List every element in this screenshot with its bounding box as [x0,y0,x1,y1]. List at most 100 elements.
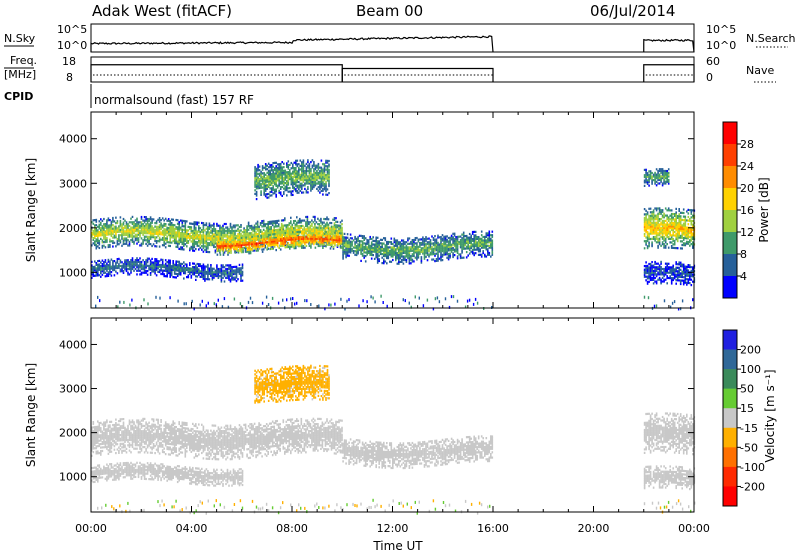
heatmap-cell [328,163,330,166]
heatmap-cell [283,180,285,183]
heatmap-cell [189,262,191,265]
heatmap-cell [139,233,141,236]
heatmap-cell [113,220,116,223]
heatmap-cell [151,218,153,221]
heatmap-cell [304,182,306,185]
heatmap-cell [92,219,95,222]
heatmap-cell [234,244,237,247]
heatmap-cell [398,251,400,255]
heatmap-cell [437,250,439,253]
heatmap-cell [140,221,143,224]
heatmap-cell [297,234,300,237]
heatmap-cell [429,253,432,256]
heatmap-cell [158,227,161,230]
heatmap-cell [320,241,323,244]
heatmap-cell [252,237,255,240]
heatmap-cell [247,221,250,224]
heatmap-cell [290,236,293,239]
heatmap-cell [298,166,300,169]
heatmap-cell [341,234,344,237]
heatmap-cell [393,253,396,256]
heatmap-cell [136,233,138,236]
heatmap-cell [321,230,324,233]
heatmap-cell [139,230,141,233]
heatmap-cell [204,248,206,252]
heatmap-cell [446,251,448,254]
heatmap-cell [107,260,110,263]
heatmap-cell [184,230,187,233]
heatmap-cell [202,268,205,271]
heatmap-cell [305,239,308,242]
heatmap-cell [275,175,277,179]
heatmap-cell [133,266,135,269]
heatmap-cell [411,255,414,258]
heatmap-cell [477,246,480,249]
heatmap-cell [97,231,99,234]
heatmap-cell [305,232,308,235]
heatmap-cell [227,250,229,253]
heatmap-cell [252,226,254,229]
heatmap-cell [267,244,270,247]
heatmap-cell [196,242,199,246]
heatmap-cell [229,264,232,267]
heatmap-cell [190,222,193,225]
heatmap-cell [334,244,336,247]
heatmap-cell [416,249,418,252]
heatmap-cell [179,269,182,272]
heatmap-cell [670,216,673,219]
heatmap-cell [306,235,309,238]
heatmap-cell [341,242,343,245]
heatmap-cell [172,232,174,235]
heatmap-cell [219,237,222,240]
heatmap-cell [186,265,188,268]
heatmap-cell [395,257,397,260]
heatmap-cell [287,178,290,181]
heatmap-cell [305,224,307,227]
heatmap-cell [645,227,647,230]
heatmap-cell [221,243,223,246]
heatmap-cell [219,253,222,256]
heatmap-cell [125,259,128,262]
heatmap-cell [484,253,486,256]
heatmap-cell [158,231,161,234]
heatmap-cell [233,248,235,251]
heatmap-cell [198,272,200,275]
heatmap-cell [175,260,177,263]
heatmap-cell [270,242,273,245]
heatmap-cell [220,233,223,236]
heatmap-cell [345,240,347,243]
heatmap-cell [405,260,408,263]
heatmap-cell [402,262,405,265]
heatmap-cell [140,264,143,267]
heatmap-cell [97,270,99,273]
heatmap-cell [155,265,158,268]
heatmap-cell [119,259,122,262]
heatmap-cell [254,175,256,178]
heatmap-cell [443,239,445,242]
heatmap-cell [107,273,110,276]
heatmap-cell [266,178,268,181]
heatmap-cell [395,253,397,256]
heatmap-cell [107,219,110,222]
heatmap-cell [384,255,387,258]
heatmap-cell [235,265,238,268]
heatmap-cell [675,214,677,218]
heatmap-cell [456,242,459,246]
heatmap-cell [323,166,326,169]
nsky-label: N.Sky [4,32,36,45]
heatmap-cell [127,262,129,265]
heatmap-cell [279,175,282,178]
heatmap-cell [270,194,273,197]
heatmap-cell [254,171,256,174]
heatmap-cell [402,246,405,249]
heatmap-cell [246,248,249,251]
heatmap-cell [660,218,662,221]
heatmap-cell [383,237,385,240]
heatmap-cell [341,237,343,240]
heatmap-cell [267,241,270,244]
heatmap-cell [474,234,477,237]
heatmap-cell [381,262,383,265]
heatmap-cell [399,260,402,263]
heatmap-cell [115,232,117,235]
heatmap-cell [240,251,243,254]
